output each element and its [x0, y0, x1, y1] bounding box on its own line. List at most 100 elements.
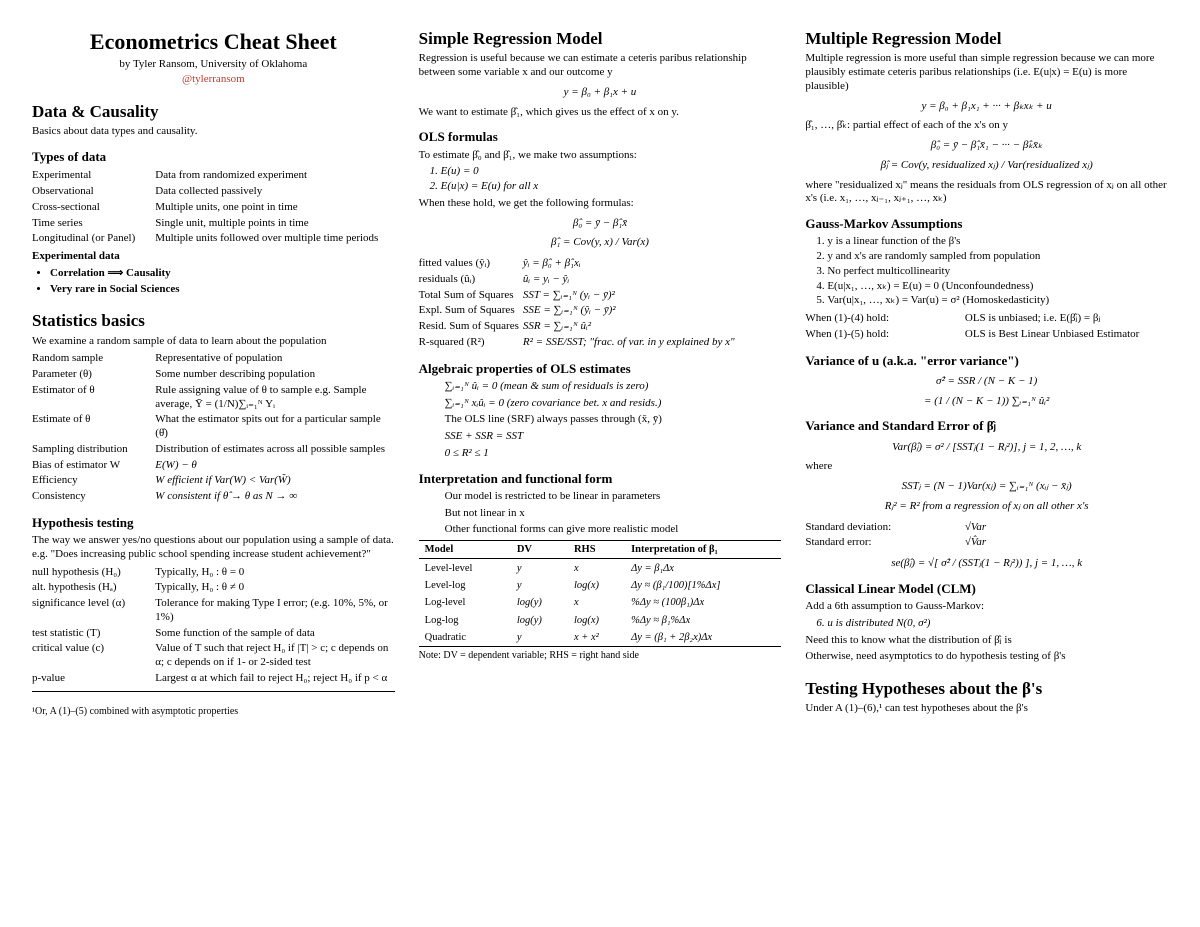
- cell: alt. hypothesis (Hₐ): [32, 580, 155, 596]
- cell: Rule assigning value of θ to sample e.g.…: [155, 383, 394, 413]
- td: Quadratic: [419, 629, 511, 647]
- p-where: where: [805, 460, 1168, 474]
- h-variance-betaj: Variance and Standard Error of β̂ⱼ: [805, 418, 1168, 434]
- cell: residuals (ûᵢ): [419, 272, 523, 288]
- block-algebraic-properties: ∑ᵢ₌₁ᴺ ûᵢ = 0 (mean & sum of residuals is…: [445, 380, 782, 461]
- cell: null hypothesis (H₀): [32, 565, 155, 581]
- td: y: [511, 577, 568, 594]
- divider: [32, 691, 395, 692]
- cell: Typically, H₀ : θ = 0: [155, 565, 394, 581]
- cell: Cross-sectional: [32, 200, 155, 216]
- cell: W consistent if θ̂ → θ as N → ∞: [155, 489, 394, 505]
- p-residualized: where "residualized xⱼ" means the residu…: [805, 179, 1168, 207]
- td: %Δy ≈ (100β₁)Δx: [625, 594, 781, 611]
- td: x: [568, 559, 625, 578]
- eq-rj2: Rⱼ² = R² from a regression of xⱼ on all …: [805, 500, 1168, 514]
- table-statistics-basics: Random sampleRepresentative of populatio…: [32, 351, 395, 505]
- table-functional-forms: Model DV RHS Interpretation of β₁ Level-…: [419, 540, 782, 647]
- cell: Multiple units, one point in time: [155, 200, 394, 216]
- h-interpretation: Interpretation and functional form: [419, 471, 782, 487]
- eq-simple-regression: y = β₀ + β₁x + u: [419, 86, 782, 100]
- td: log(x): [568, 577, 625, 594]
- p-simple-regression-2: We want to estimate β̂₁, which gives us …: [419, 106, 782, 120]
- p-partial-effect: β̂₁, …, β̂ₖ: partial effect of each of t…: [805, 119, 1168, 133]
- h-algebraic-properties: Algebraic properties of OLS estimates: [419, 361, 782, 377]
- h-multiple-regression: Multiple Regression Model: [805, 28, 1168, 49]
- cell: Standard deviation:: [805, 520, 965, 536]
- h-statistics-basics: Statistics basics: [32, 310, 395, 331]
- cell: Distribution of estimates across all pos…: [155, 442, 394, 458]
- cell: Random sample: [32, 351, 155, 367]
- p-multiple-regression: Multiple regression is more useful than …: [805, 52, 1168, 93]
- eq-line: 0 ≤ R² ≤ 1: [445, 447, 782, 461]
- table-hypothesis-testing: null hypothesis (H₀)Typically, H₀ : θ = …: [32, 565, 395, 687]
- td: y: [511, 559, 568, 578]
- td: Δy ≈ (β₁/100)[1%Δx]: [625, 577, 781, 594]
- td: Log-level: [419, 594, 511, 611]
- table-types-of-data: ExperimentalData from randomized experim…: [32, 168, 395, 247]
- td: log(x): [568, 612, 625, 629]
- eq-line: The OLS line (SRF) always passes through…: [445, 413, 782, 427]
- list-item: E(u|x) = E(u) for all x: [441, 180, 782, 194]
- footnote-1: ¹Or, A (1)–(5) combined with asymptotic …: [32, 706, 395, 719]
- td: Level-log: [419, 577, 511, 594]
- cell: Resid. Sum of Squares: [419, 319, 523, 335]
- eq-sigma2-2: = (1 / (N − K − 1)) ∑ᵢ₌₁ᴺ ûᵢ²: [805, 395, 1168, 409]
- cell: Typically, H₀ : θ ≠ 0: [155, 580, 394, 596]
- page-subtitle: by Tyler Ransom, University of Oklahoma: [32, 58, 395, 72]
- cell: fitted values (ŷᵢ): [419, 256, 523, 272]
- list-clm: u is distributed N(0, σ²): [827, 617, 1168, 631]
- eq-se-betaj: se(β̂ⱼ) = √[ σ̂² / (SSTⱼ(1 − Rⱼ²)) ], j …: [805, 557, 1168, 571]
- td: Level-level: [419, 559, 511, 578]
- cell: ŷᵢ = β̂₀ + β̂₁xᵢ: [523, 256, 781, 272]
- h-types-of-data: Types of data: [32, 149, 395, 165]
- cell: OLS is Best Linear Unbiased Estimator: [965, 327, 1168, 343]
- cell: Estimator of θ: [32, 383, 155, 413]
- cell: Value of T such that reject H₀ if |T| > …: [155, 641, 394, 671]
- eq-sstj: SSTⱼ = (N − 1)Var(xⱼ) = ∑ᵢ₌₁ᴺ (xᵢⱼ − x̄ⱼ…: [805, 480, 1168, 494]
- p-clm-3: Otherwise, need asymptotics to do hypoth…: [805, 650, 1168, 664]
- list-item: Very rare in Social Sciences: [50, 283, 395, 297]
- p-ols-formulas: To estimate β̂₀ and β̂₁, we make two ass…: [419, 149, 782, 163]
- cell: When (1)-(5) hold:: [805, 327, 965, 343]
- p-ols-formulas-2: When these hold, we get the following fo…: [419, 197, 782, 211]
- cell: Data from randomized experiment: [155, 168, 394, 184]
- cell: Efficiency: [32, 473, 155, 489]
- th: DV: [511, 541, 568, 559]
- list-item: Var(u|x₁, …, xₖ) = Var(u) = σ² (Homosked…: [827, 294, 1168, 308]
- cell: Time series: [32, 216, 155, 232]
- cell: Observational: [32, 184, 155, 200]
- eq-beta0-multi: β̂₀ = ȳ − β̂₁x̄₁ − ··· − β̂ₖx̄ₖ: [805, 139, 1168, 153]
- cell: Tolerance for making Type I error; (e.g.…: [155, 596, 394, 626]
- td: Δy = (β₁ + 2β₂x)Δx: [625, 629, 781, 647]
- cell: SSR = ∑ᵢ₌₁ᴺ ûᵢ²: [523, 319, 781, 335]
- cell: Experimental: [32, 168, 155, 184]
- cell: What the estimator spits out for a parti…: [155, 412, 394, 442]
- block-interpretation: Our model is restricted to be linear in …: [445, 490, 782, 537]
- cell: test statistic (T): [32, 626, 155, 642]
- text-line: Our model is restricted to be linear in …: [445, 490, 782, 504]
- h-hypothesis-testing: Hypothesis testing: [32, 515, 395, 531]
- td: log(y): [511, 594, 568, 611]
- cell: R² = SSE/SST; "frac. of var. in y explai…: [523, 335, 781, 351]
- td: y: [511, 629, 568, 647]
- td: %Δy ≈ β₁%Δx: [625, 612, 781, 629]
- p-clm-1: Add a 6th assumption to Gauss-Markov:: [805, 600, 1168, 614]
- cell: Some function of the sample of data: [155, 626, 394, 642]
- page-grid: Econometrics Cheat Sheet by Tyler Ransom…: [32, 28, 1168, 721]
- p-data-causality: Basics about data types and causality.: [32, 125, 395, 139]
- cell: Multiple units followed over multiple ti…: [155, 231, 394, 247]
- h-testing-hypotheses: Testing Hypotheses about the β's: [805, 678, 1168, 699]
- eq-betaj-multi: β̂ⱼ = Cov(y, residualized xⱼ) / Var(resi…: [805, 159, 1168, 173]
- cell: √Var: [965, 520, 1168, 536]
- cell: Sampling distribution: [32, 442, 155, 458]
- td: Log-log: [419, 612, 511, 629]
- cell: E(W) − θ: [155, 458, 394, 474]
- h-data-causality: Data & Causality: [32, 101, 395, 122]
- p-clm-2: Need this to know what the distribution …: [805, 634, 1168, 648]
- h-clm: Classical Linear Model (CLM): [805, 581, 1168, 597]
- th: Model: [419, 541, 511, 559]
- h-simple-regression: Simple Regression Model: [419, 28, 782, 49]
- list-experimental-data: Correlation ⟹ Causality Very rare in Soc…: [50, 267, 395, 297]
- h-variance-u: Variance of u (a.k.a. "error variance"): [805, 353, 1168, 369]
